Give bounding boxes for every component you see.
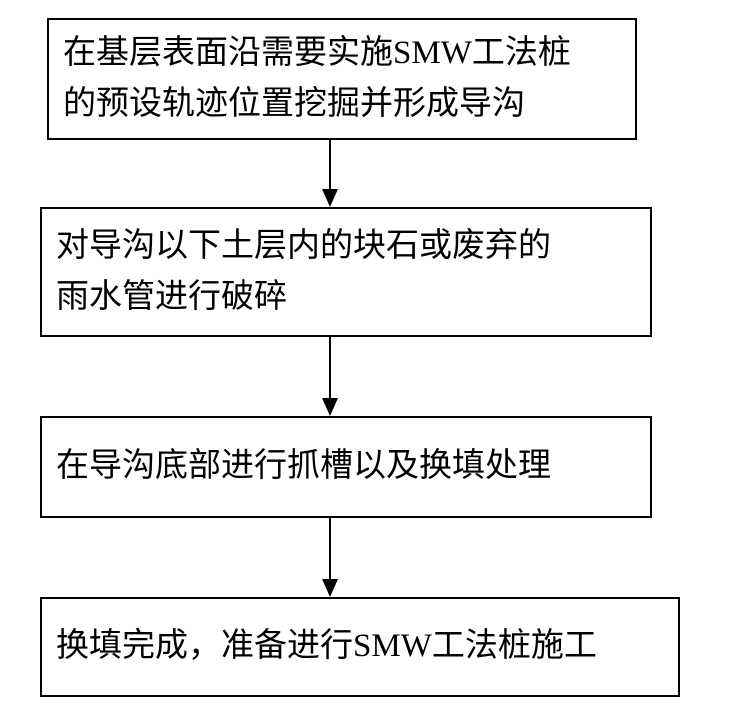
flow-node-text: 对导沟以下土层内的块石或废弃的 雨水管进行破碎 <box>56 221 551 323</box>
flow-node-n2: 对导沟以下土层内的块石或废弃的 雨水管进行破碎 <box>40 207 652 337</box>
flow-node-text: 在基层表面沿需要实施SMW工法桩 的预设轨迹位置挖掘并形成导沟 <box>63 28 571 130</box>
flow-node-n4: 换填完成，准备进行SMW工法桩施工 <box>40 597 680 697</box>
arrow-head-2 <box>322 579 338 597</box>
arrow-line-1 <box>329 337 331 398</box>
flow-node-n3: 在导沟底部进行抓槽以及换填处理 <box>40 416 652 518</box>
arrow-head-1 <box>322 398 338 416</box>
flow-node-n1: 在基层表面沿需要实施SMW工法桩 的预设轨迹位置挖掘并形成导沟 <box>47 18 637 140</box>
arrow-line-0 <box>329 140 331 189</box>
arrow-line-2 <box>329 518 331 579</box>
flow-node-text: 换填完成，准备进行SMW工法桩施工 <box>56 621 597 672</box>
flowchart-canvas: 在基层表面沿需要实施SMW工法桩 的预设轨迹位置挖掘并形成导沟对导沟以下土层内的… <box>0 0 751 718</box>
flow-node-text: 在导沟底部进行抓槽以及换填处理 <box>56 441 551 492</box>
arrow-head-0 <box>322 189 338 207</box>
